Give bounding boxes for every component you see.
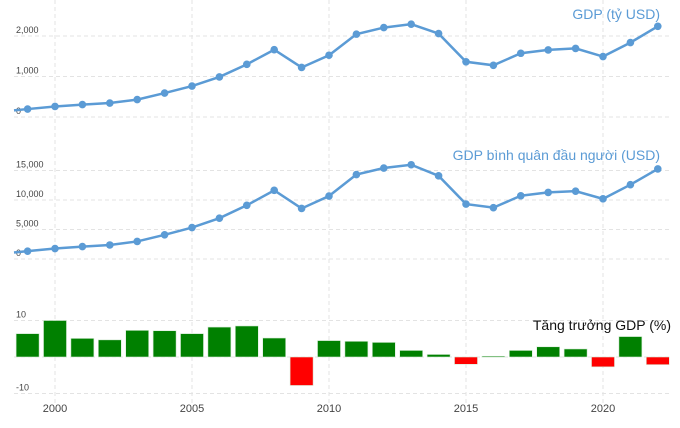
data-point-2020 — [599, 195, 607, 203]
bar-2013 — [399, 350, 424, 358]
data-point-2003 — [133, 95, 141, 104]
data-point-2006 — [215, 73, 224, 81]
data-point-2015 — [462, 200, 470, 208]
bar-2010 — [317, 340, 341, 358]
bar-2011 — [344, 341, 369, 358]
bar-2000 — [43, 320, 67, 358]
bar-2017 — [508, 350, 533, 358]
bar-2001 — [70, 338, 95, 358]
data-point-2013 — [407, 160, 416, 169]
bar-2015 — [454, 356, 478, 365]
series-line — [13, 22, 659, 112]
chart-title: GDP (tỷ USD) — [572, 6, 660, 22]
y-tick-label: 10,000 — [16, 189, 44, 199]
data-point-2007 — [243, 201, 251, 210]
bar-2014 — [426, 354, 451, 358]
data-point-2013 — [407, 20, 416, 28]
data-point-2017 — [517, 49, 525, 58]
x-tick-label: 2005 — [180, 403, 204, 415]
data-point-2018 — [544, 188, 552, 197]
data-point-2016 — [489, 61, 498, 70]
data-point-2004 — [160, 230, 169, 239]
chart-title: GDP bình quân đầu người (USD) — [453, 147, 660, 163]
y-tick-label: 15,000 — [16, 160, 44, 170]
bar-2020 — [591, 356, 615, 368]
y-tick-label: 2,000 — [16, 25, 39, 35]
data-point-2009 — [297, 63, 306, 72]
data-point-2008 — [270, 45, 279, 54]
data-point-2012 — [380, 23, 388, 32]
data-point-2021 — [626, 180, 635, 189]
data-point-2010 — [325, 192, 333, 200]
x-tick-label: 2020 — [591, 403, 615, 415]
data-point-2012 — [380, 164, 388, 172]
bar-2005 — [180, 333, 204, 358]
data-point-2011 — [352, 170, 361, 179]
data-point-2014 — [434, 172, 443, 180]
data-point-1999 — [23, 105, 32, 113]
y-tick-label: 1,000 — [16, 66, 39, 76]
y-tick-label: 10 — [16, 310, 26, 320]
bar-2009 — [289, 356, 314, 386]
data-point-2019 — [571, 44, 580, 53]
data-point-2002 — [106, 99, 114, 107]
data-point-2005 — [188, 82, 196, 90]
data-point-2000 — [51, 244, 59, 253]
data-point-2015 — [462, 57, 470, 66]
data-point-2007 — [243, 60, 251, 69]
bar-2019 — [563, 348, 588, 358]
x-tick-label: 2000 — [43, 403, 67, 415]
chart-title: Tăng trưởng GDP (%) — [533, 317, 671, 333]
bar-2006 — [207, 326, 232, 358]
data-point-2006 — [215, 214, 224, 222]
x-tick-label: 2010 — [317, 403, 341, 415]
chart-panel-2: -10010Tăng trưởng GDP (%)200020052010201… — [14, 310, 672, 415]
data-point-2018 — [544, 46, 552, 54]
data-point-2004 — [160, 89, 169, 97]
data-point-2017 — [517, 191, 525, 200]
data-point-2016 — [489, 203, 498, 212]
data-point-2021 — [626, 38, 635, 47]
bar-2021 — [618, 336, 643, 358]
series-line — [13, 163, 659, 254]
bar-2003 — [125, 330, 149, 358]
bar-2004 — [152, 330, 177, 358]
data-point-2019 — [571, 187, 580, 195]
data-point-2010 — [325, 51, 333, 60]
y-tick-label: -10 — [16, 383, 29, 393]
data-point-2001 — [78, 242, 87, 251]
data-point-2005 — [188, 223, 196, 232]
data-point-2002 — [106, 241, 114, 249]
bar-1999 — [15, 333, 40, 358]
data-point-2003 — [133, 237, 141, 246]
data-point-2014 — [434, 29, 443, 38]
y-tick-label: 5,000 — [16, 219, 39, 229]
data-point-2000 — [51, 102, 59, 111]
data-point-2008 — [270, 186, 279, 195]
data-point-2022 — [654, 22, 662, 31]
data-point-2009 — [297, 204, 306, 213]
data-point-2022 — [654, 165, 662, 173]
bar-2016 — [481, 355, 506, 358]
data-point-2020 — [599, 52, 607, 61]
data-point-2001 — [78, 100, 87, 109]
bar-2002 — [98, 339, 122, 358]
data-point-2011 — [352, 30, 361, 38]
bar-2012 — [371, 342, 396, 358]
x-tick-label: 2015 — [454, 403, 478, 415]
bar-2007 — [235, 325, 259, 358]
bar-2022 — [645, 356, 670, 365]
data-point-1999 — [23, 247, 32, 255]
bar-2018 — [536, 346, 561, 358]
bar-2008 — [262, 337, 287, 358]
